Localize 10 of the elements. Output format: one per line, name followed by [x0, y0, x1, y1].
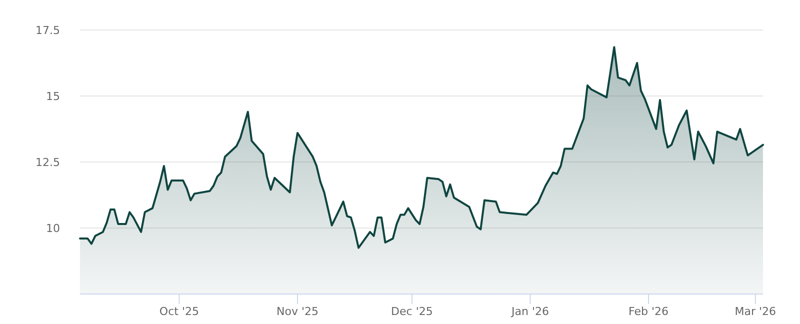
x-tick-label: Oct '25 — [159, 305, 199, 318]
x-tick-label: Feb '26 — [628, 305, 669, 318]
y-tick-label: 10 — [46, 222, 60, 235]
x-tick-label: Dec '25 — [391, 305, 433, 318]
y-tick-label: 17.5 — [36, 24, 60, 37]
y-tick-label: 12.5 — [36, 156, 60, 169]
x-tick-label: Nov '25 — [276, 305, 318, 318]
y-tick-label: 15 — [46, 90, 60, 103]
x-tick-label: Mar '26 — [734, 305, 776, 318]
x-tick-label: Jan '26 — [510, 305, 549, 318]
